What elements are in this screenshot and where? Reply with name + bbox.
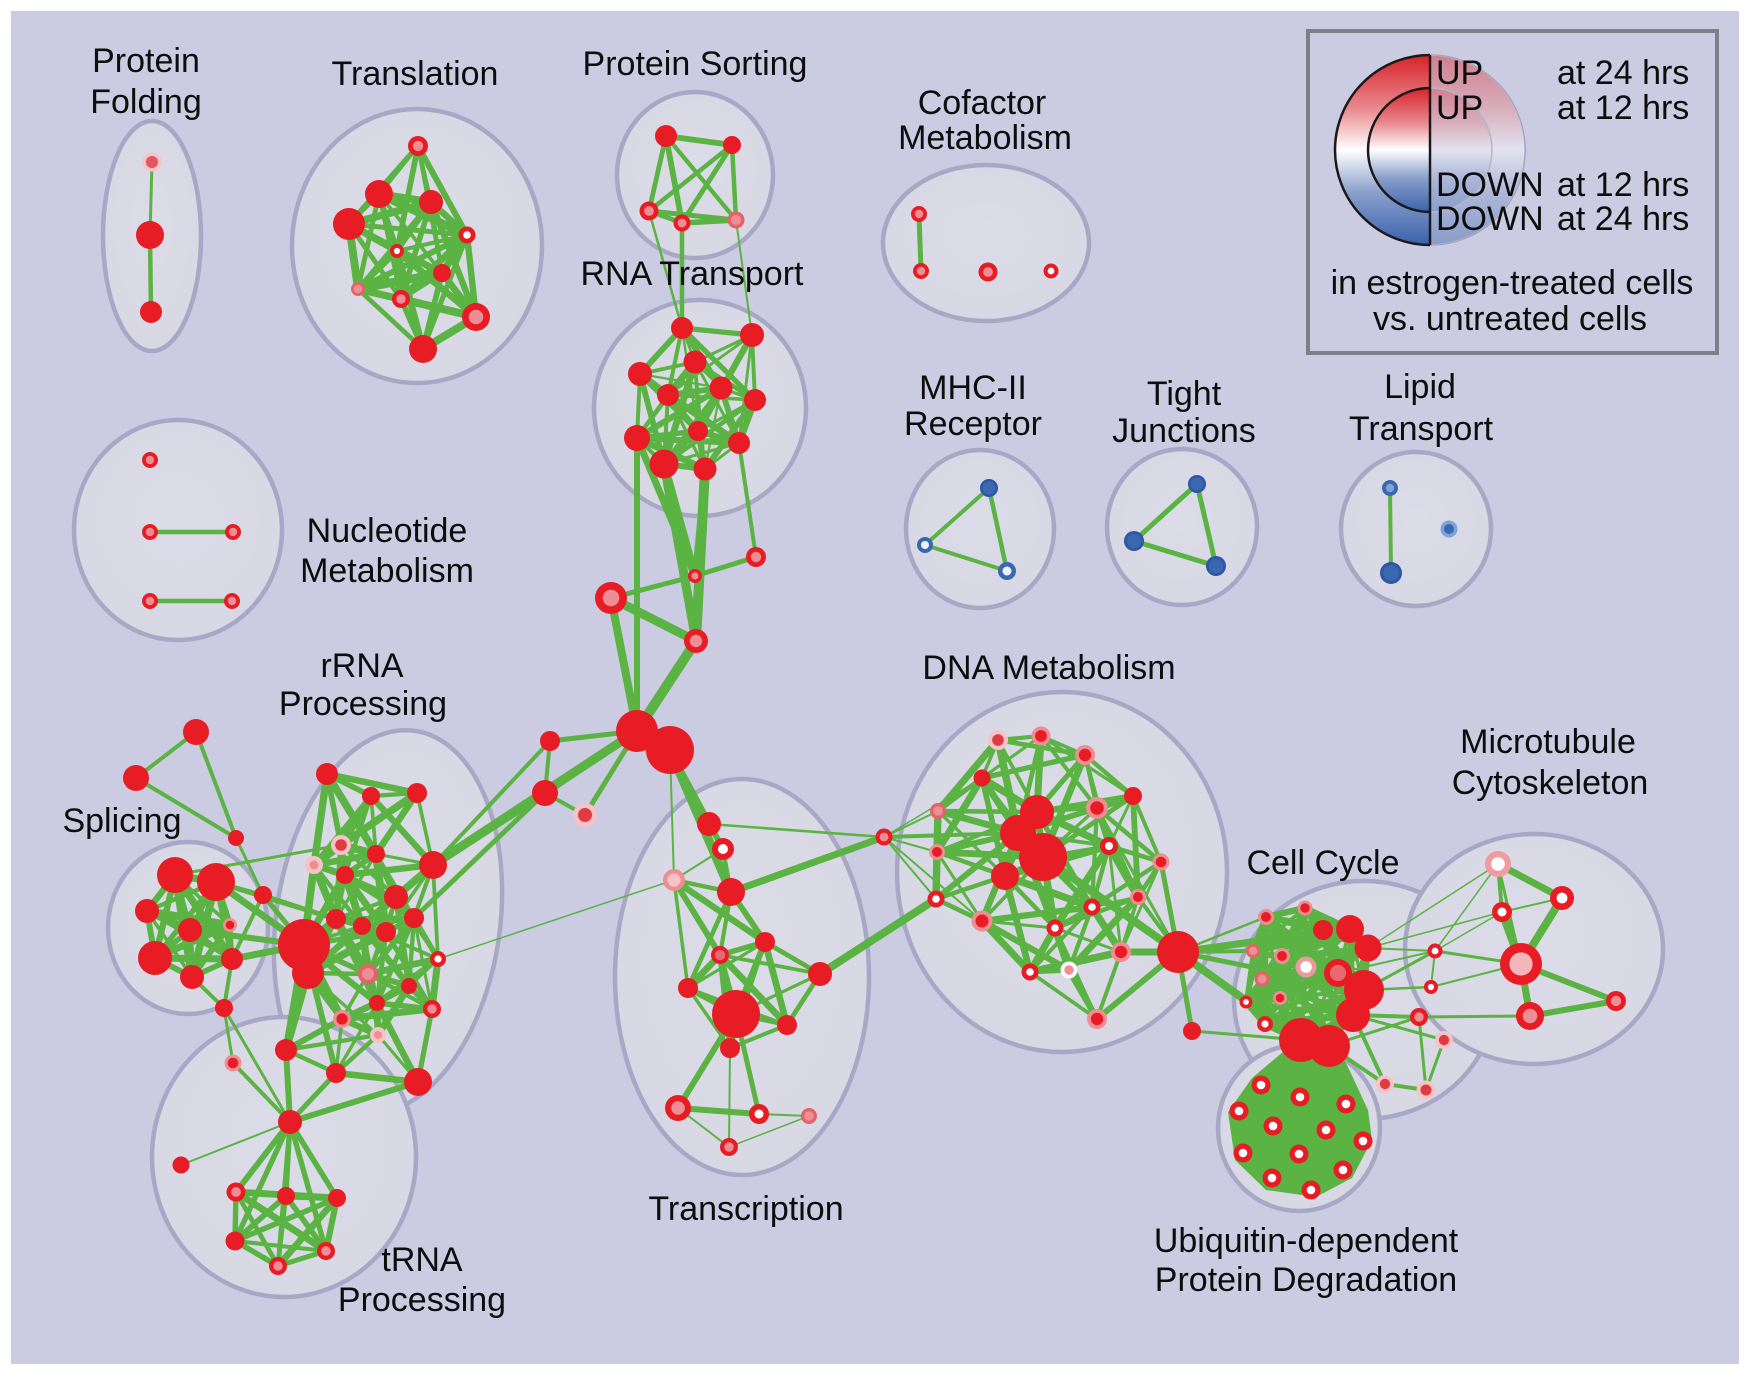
svg-text:in estrogen-treated cells: in estrogen-treated cells <box>1331 264 1694 302</box>
svg-text:Receptor: Receptor <box>904 405 1042 443</box>
svg-text:UP: UP <box>1436 89 1483 127</box>
svg-text:Cytoskeleton: Cytoskeleton <box>1452 764 1649 802</box>
svg-text:Junctions: Junctions <box>1112 412 1256 450</box>
svg-text:Cell Cycle: Cell Cycle <box>1246 844 1399 882</box>
svg-text:Folding: Folding <box>90 83 202 121</box>
svg-text:Transport: Transport <box>1349 410 1494 448</box>
svg-text:MHC-II: MHC-II <box>919 369 1027 407</box>
svg-text:Microtubule: Microtubule <box>1460 723 1636 761</box>
svg-text:tRNA: tRNA <box>381 1241 463 1279</box>
svg-text:rRNA: rRNA <box>320 647 403 685</box>
svg-text:Metabolism: Metabolism <box>898 119 1072 157</box>
svg-text:Protein Sorting: Protein Sorting <box>583 45 808 83</box>
svg-text:Transcription: Transcription <box>648 1190 843 1228</box>
svg-text:Translation: Translation <box>332 55 499 93</box>
svg-text:Nucleotide: Nucleotide <box>307 512 468 550</box>
svg-text:at 12 hrs: at 12 hrs <box>1557 89 1689 127</box>
svg-text:DOWN: DOWN <box>1436 200 1544 238</box>
svg-text:Protein: Protein <box>92 42 200 80</box>
svg-text:Processing: Processing <box>279 685 447 723</box>
svg-text:DOWN: DOWN <box>1436 166 1544 204</box>
svg-text:vs. untreated cells: vs. untreated cells <box>1373 300 1647 338</box>
svg-text:Tight: Tight <box>1147 375 1222 413</box>
svg-text:Metabolism: Metabolism <box>300 552 474 590</box>
svg-text:DNA Metabolism: DNA Metabolism <box>922 649 1175 687</box>
svg-text:Splicing: Splicing <box>62 802 181 840</box>
svg-text:at 24 hrs: at 24 hrs <box>1557 200 1689 238</box>
svg-text:Lipid: Lipid <box>1384 368 1456 406</box>
svg-text:at 24 hrs: at 24 hrs <box>1557 54 1689 92</box>
svg-text:Cofactor: Cofactor <box>918 84 1047 122</box>
svg-text:Ubiquitin-dependent: Ubiquitin-dependent <box>1154 1222 1459 1260</box>
svg-text:at 12 hrs: at 12 hrs <box>1557 166 1689 204</box>
svg-text:Processing: Processing <box>338 1281 506 1319</box>
svg-text:Protein Degradation: Protein Degradation <box>1155 1261 1457 1299</box>
svg-text:UP: UP <box>1436 54 1483 92</box>
svg-text:RNA Transport: RNA Transport <box>581 255 805 293</box>
